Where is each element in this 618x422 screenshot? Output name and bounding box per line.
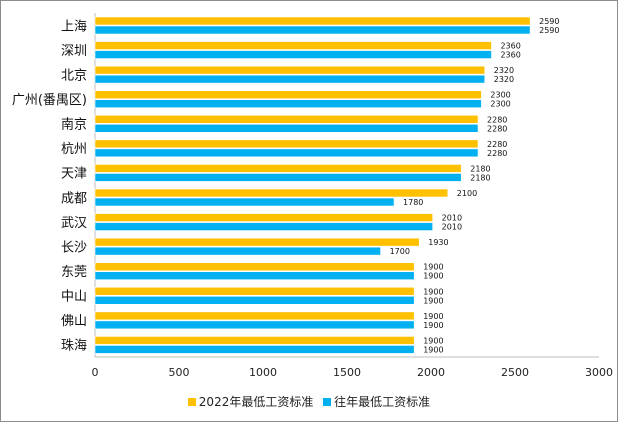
category-label: 武汉 — [61, 216, 87, 231]
bar-2022 — [94, 41, 492, 50]
bar-2022 — [94, 16, 531, 26]
category-label: 佛山 — [61, 314, 87, 329]
data-label: 1900 — [423, 296, 443, 305]
legend-swatch-2022 — [187, 398, 196, 406]
legend: 2022年最低工资标准 往年最低工资标准 — [1, 393, 617, 410]
legend-swatch-previous — [323, 398, 332, 406]
data-label: 2300 — [490, 100, 510, 109]
data-label: 1700 — [390, 247, 410, 256]
bar-previous — [94, 320, 415, 330]
bar-2022 — [94, 336, 415, 345]
x-tick-label: 500 — [169, 366, 190, 379]
x-tick-label: 3000 — [585, 366, 613, 379]
data-label: 2360 — [500, 51, 520, 60]
legend-item-2022: 2022年最低工资标准 — [187, 395, 314, 409]
bar-2022 — [94, 114, 479, 124]
category-label: 东莞 — [61, 265, 87, 280]
data-label: 1900 — [423, 312, 443, 321]
data-label: 1900 — [423, 321, 443, 330]
legend-label-previous: 往年最低工资标准 — [334, 395, 431, 409]
category-label: 深圳 — [61, 44, 87, 59]
data-label: 2360 — [500, 42, 520, 51]
bar-2022 — [94, 188, 449, 198]
bar-2022 — [94, 286, 415, 296]
bar-previous — [94, 123, 479, 133]
data-label: 2320 — [494, 75, 514, 84]
category-label: 中山 — [61, 290, 87, 305]
data-label: 2590 — [539, 26, 559, 35]
x-tick-label: 0 — [92, 366, 99, 379]
bar-previous — [94, 148, 479, 158]
bar-2022 — [94, 213, 433, 222]
axis-lines — [94, 13, 599, 358]
data-label: 1900 — [423, 287, 443, 296]
bar-previous — [94, 99, 482, 109]
bar-2022 — [94, 237, 420, 247]
data-label: 2280 — [487, 149, 507, 158]
category-label: 上海 — [61, 19, 87, 34]
x-tick-label: 2000 — [417, 366, 445, 379]
data-label: 2300 — [490, 91, 510, 100]
data-label: 2180 — [470, 173, 490, 182]
category-label: 珠海 — [61, 339, 87, 354]
legend-label-2022: 2022年最低工资标准 — [198, 395, 314, 409]
data-label: 2010 — [442, 223, 462, 232]
data-label: 2180 — [470, 164, 490, 173]
x-tick-label: 2500 — [501, 366, 529, 379]
data-label: 2280 — [487, 140, 507, 149]
category-label: 长沙 — [61, 240, 87, 255]
data-label: 2100 — [457, 189, 477, 198]
category-label: 北京 — [61, 68, 87, 83]
data-label: 1930 — [428, 238, 448, 247]
data-label: 2280 — [487, 115, 507, 124]
category-label: 杭州 — [61, 142, 87, 157]
category-label: 天津 — [61, 167, 87, 182]
bar-previous — [94, 222, 433, 231]
bar-2022 — [94, 164, 462, 173]
legend-item-previous: 往年最低工资标准 — [323, 395, 430, 409]
category-label: 广州(番禺区) — [12, 93, 87, 108]
category-label: 成都 — [61, 191, 87, 206]
bar-previous — [94, 50, 492, 59]
bar-2022 — [94, 311, 415, 321]
data-label: 1780 — [403, 198, 423, 207]
bar-previous — [94, 345, 415, 354]
data-label: 1900 — [423, 336, 443, 345]
data-label: 1900 — [423, 263, 443, 272]
bar-2022 — [94, 139, 479, 149]
bar-previous — [94, 173, 462, 182]
x-tick-label: 1000 — [249, 366, 277, 379]
data-label: 1900 — [423, 345, 443, 354]
data-label: 2320 — [494, 66, 514, 75]
bar-previous — [94, 246, 381, 256]
data-label: 2010 — [442, 214, 462, 223]
data-label: 1900 — [423, 272, 443, 281]
bar-previous — [94, 25, 531, 35]
bar-2022 — [94, 262, 415, 272]
data-label: 2590 — [539, 17, 559, 26]
bar-previous — [94, 197, 395, 207]
bar-previous — [94, 74, 486, 84]
bar-2022 — [94, 90, 482, 100]
bar-previous — [94, 295, 415, 305]
bar-2022 — [94, 65, 486, 75]
data-label: 2280 — [487, 124, 507, 133]
category-label: 南京 — [61, 117, 87, 133]
bar-previous — [94, 271, 415, 281]
x-tick-label: 1500 — [333, 366, 361, 379]
